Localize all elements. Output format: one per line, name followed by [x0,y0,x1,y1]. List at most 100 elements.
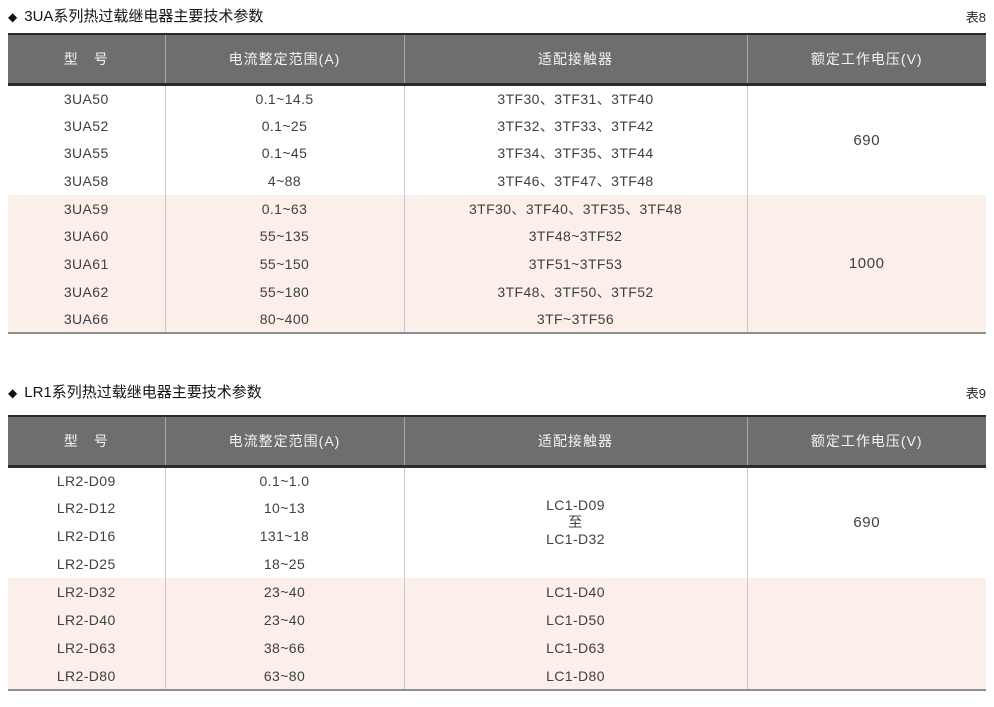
table-row: 3UA60 55~135 3TF48~3TF52 [8,222,986,251]
contactor-line: 至 [568,514,583,531]
range-cell: 0.1~45 [164,139,404,168]
contactor-cell: LC1-D50 [403,606,747,635]
col-header-model: 型 号 [8,34,165,84]
model-cell: 3UA58 [63,172,109,189]
model-cell: LR2-D16 [56,528,116,545]
contactor-cell: 3TF34、3TF35、3TF44 [403,139,747,168]
model-cell: LR2-D40 [8,606,165,635]
section-lr1-title-row: ◆ LR1系列热过载继电器主要技术参数 表9 [8,384,986,402]
header-row: 型 号 电流整定范围(A) 适配接触器 额定工作电压(V) [8,34,986,84]
header-row: 型 号 电流整定范围(A) 适配接触器 额定工作电压(V) [8,416,986,467]
table-lr1-body: LR2-D09 0.1~1.0 LC1-D09 至 LC1-D32 690 LR… [8,466,986,691]
range-cell: 55~150 [164,250,404,278]
table-row: 3UA50 0.1~14.5 3TF30、3TF31、3TF40 690 [8,84,986,195]
col-header-contactor: 适配接触器 [403,416,747,467]
section-3ua-title-row: ◆ 3UA系列热过载继电器主要技术参数 表8 [8,8,986,26]
model-cell: LR2-D12 [56,500,116,517]
table9-tag: 表9 [965,386,986,402]
contactor-cell: 3TF~3TF56 [403,305,747,334]
contactor-line: LC1-D09 [546,497,605,514]
contactor-cell: 3TF30、3TF40、3TF35、3TF48 [403,194,747,223]
document-page: ◆ 3UA系列热过载继电器主要技术参数 表8 型 号 电流整定范围(A) 适配接触… [8,8,986,692]
contactor-merged-cell: LC1-D09 至 LC1-D32 [403,466,747,579]
table-row: 3UA66 80~400 3TF~3TF56 [8,305,986,334]
model-cell: LR2-D25 [56,556,116,573]
range-cell: 4~88 [164,167,404,195]
range-cell: 0.1~25 [164,111,404,140]
col-header-rated-voltage: 额定工作电压(V) [746,416,986,467]
section-lr1: ◆ LR1系列热过载继电器主要技术参数 表9 型 号 电流整定范围(A) 适配接触… [8,384,986,692]
table-row: LR2-D80 63~80 LC1-D80 [8,662,986,691]
col-header-current-range: 电流整定范围(A) [164,416,404,467]
range-cell: 23~40 [164,578,404,607]
range-cell: 38~66 [164,634,404,663]
section-3ua: ◆ 3UA系列热过载继电器主要技术参数 表8 型 号 电流整定范围(A) 适配接触… [8,8,986,335]
model-cell: 3UA52 [63,117,109,134]
table-lr1-specs: 型 号 电流整定范围(A) 适配接触器 额定工作电压(V) LR2-D09 0.… [8,415,986,692]
table-3ua-body: 3UA50 0.1~14.5 3TF30、3TF31、3TF40 690 3UA… [8,84,986,334]
range-cell: 23~40 [164,606,404,635]
model-cell: LR2-D80 [8,662,165,691]
table-row: 3UA62 55~180 3TF48、3TF50、3TF52 [8,277,986,306]
diamond-bullet-icon: ◆ [8,10,18,24]
range-cell: 55~135 [164,222,404,251]
range-cell: 0.1~63 [164,194,404,223]
table-3ua-header: 型 号 电流整定范围(A) 适配接触器 额定工作电压(V) [8,34,986,84]
model-cell: 3UA66 [8,305,165,334]
table-row: LR2-D32 23~40 LC1-D40 [8,578,986,691]
table8-tag: 表8 [965,10,986,25]
range-cell: 10~13 [164,494,404,523]
table-row: 3UA52 0.1~25 3TF32、3TF33、3TF42 [8,111,986,140]
col-header-model: 型 号 [8,416,165,467]
contactor-line: LC1-D32 [546,531,605,548]
voltage-cell-1000: 1000 [746,194,986,334]
voltage-cell-690: 690 [746,466,986,579]
table-row: 3UA58 4~88 3TF46、3TF47、3TF48 [8,167,986,195]
section-lr1-title: ◆ LR1系列热过载继电器主要技术参数 [8,384,262,402]
model-cell: 3UA50 [63,90,109,107]
range-cell: 18~25 [164,550,404,579]
col-header-contactor: 适配接触器 [403,34,747,84]
table-row: LR2-D16 131~18 [8,522,986,551]
contactor-cell: 3TF48~3TF52 [403,222,747,251]
col-header-rated-voltage: 额定工作电压(V) [746,34,986,84]
model-cell: 3UA62 [8,277,165,306]
section-lr1-title-text: LR1系列热过载继电器主要技术参数 [24,384,262,402]
contactor-cell: LC1-D80 [403,662,747,691]
col-header-current-range: 电流整定范围(A) [164,34,404,84]
contactor-cell: 3TF32、3TF33、3TF42 [403,111,747,140]
range-cell: 80~400 [164,305,404,334]
table-3ua-specs: 型 号 电流整定范围(A) 适配接触器 额定工作电压(V) 3UA50 0.1~… [8,33,986,335]
model-cell: 3UA61 [8,250,165,278]
table-lr1-header: 型 号 电流整定范围(A) 适配接触器 额定工作电压(V) [8,416,986,467]
table-row: LR2-D25 18~25 [8,550,986,579]
contactor-cell: 3TF51~3TF53 [403,250,747,278]
table-row: 3UA55 0.1~45 3TF34、3TF35、3TF44 [8,139,986,168]
model-cell: 3UA60 [8,222,165,251]
model-cell: LR2-D63 [8,634,165,663]
range-cell: 0.1~1.0 [164,466,404,495]
range-cell: 55~180 [164,277,404,306]
contactor-cell: 3TF30、3TF31、3TF40 [403,84,747,112]
table-row: LR2-D63 38~66 LC1-D63 [8,634,986,663]
model-cell: 3UA55 [63,145,109,162]
contactor-cell: LC1-D63 [403,634,747,663]
model-cell: LR2-D09 [56,472,116,489]
contactor-cell: 3TF48、3TF50、3TF52 [403,277,747,306]
table-row: LR2-D12 10~13 [8,494,986,523]
contactor-cell: 3TF46、3TF47、3TF48 [403,167,747,195]
range-cell: 131~18 [164,522,404,551]
table-row: 3UA61 55~150 3TF51~3TF53 [8,250,986,278]
model-cell: LR2-D32 [8,578,165,607]
table-row: 3UA59 0.1~63 3TF30、3TF40、3TF35、3TF48 100… [8,194,986,334]
voltage-cell-empty [746,578,986,691]
section-3ua-title: ◆ 3UA系列热过载继电器主要技术参数 [8,8,263,26]
voltage-cell-690: 690 [746,84,986,195]
section-3ua-title-text: 3UA系列热过载继电器主要技术参数 [24,8,264,25]
diamond-bullet-icon: ◆ [8,386,18,401]
range-cell: 63~80 [164,662,404,691]
table-row: LR2-D09 0.1~1.0 LC1-D09 至 LC1-D32 690 [8,466,986,579]
range-cell: 0.1~14.5 [164,84,404,112]
table-row: LR2-D40 23~40 LC1-D50 [8,606,986,635]
contactor-cell: LC1-D40 [403,578,747,607]
